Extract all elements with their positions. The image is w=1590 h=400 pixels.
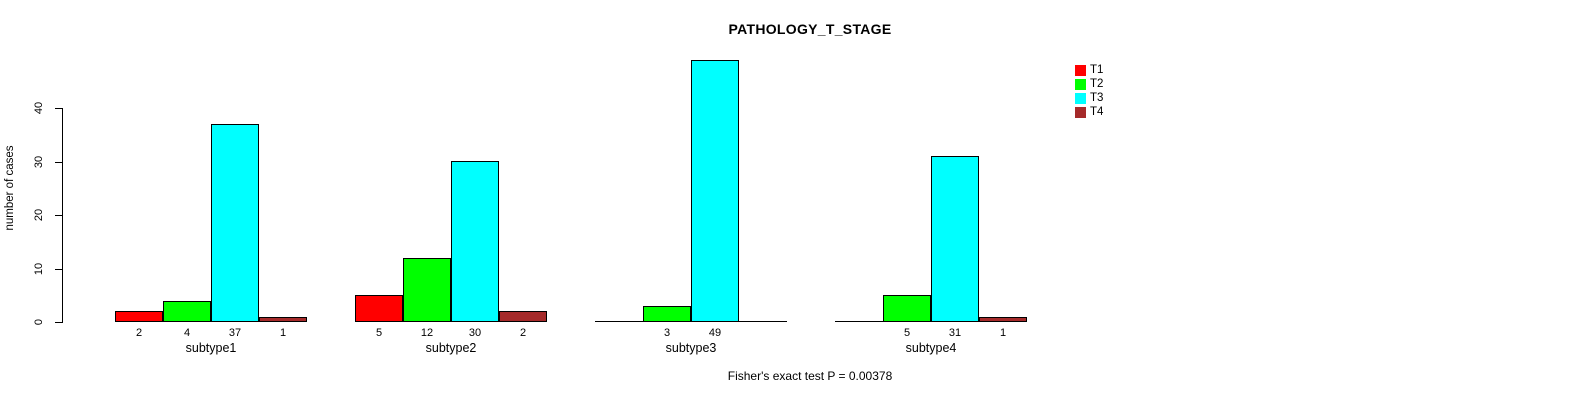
bar-value-label: 31 [948, 327, 962, 339]
x-axis-category-label: subtype4 [905, 341, 957, 355]
bar-subtype1-T3 [211, 124, 259, 322]
y-axis-tick-label: 10 [33, 262, 45, 275]
bar-subtype4-T3 [931, 156, 979, 322]
y-axis-tick-label: 30 [33, 155, 45, 168]
y-axis-tick-label: 0 [33, 318, 45, 326]
bar-value-label: 2 [135, 327, 143, 339]
zero-bar-subtype3-T1 [595, 321, 643, 322]
legend-label: T3 [1090, 92, 1104, 104]
bar-value-label: 5 [375, 327, 383, 339]
bar-subtype2-T1 [355, 295, 403, 322]
fisher-test-note: Fisher's exact test P = 0.00378 [727, 369, 893, 383]
y-axis-tick-label: 20 [33, 208, 45, 222]
bar-value-label: 37 [228, 327, 242, 339]
y-axis-tick [55, 108, 62, 109]
zero-bar-subtype3-T4 [739, 321, 787, 322]
x-axis-category-label: subtype1 [185, 341, 237, 355]
bar-value-label: 49 [708, 327, 722, 339]
y-axis-tick [55, 322, 62, 323]
x-axis-category-label: subtype2 [425, 341, 477, 355]
legend-swatch-T4 [1075, 107, 1086, 118]
legend-label: T4 [1090, 106, 1104, 118]
bar-subtype2-T2 [403, 258, 451, 322]
y-axis-tick [55, 215, 62, 216]
y-axis-line [62, 108, 63, 323]
legend-swatch-T2 [1075, 79, 1086, 90]
bar-value-label: 12 [420, 327, 434, 339]
y-axis-tick [55, 268, 62, 270]
bar-subtype2-T3 [451, 161, 499, 322]
bar-value-label: 30 [468, 327, 482, 339]
legend-swatch-T1 [1075, 65, 1086, 76]
bar-subtype1-T2 [163, 301, 211, 322]
bar-subtype1-T4 [259, 317, 307, 322]
y-axis-tick-label: 40 [33, 101, 45, 115]
bar-subtype3-T3 [691, 60, 739, 322]
bar-subtype4-T4 [979, 317, 1027, 322]
x-axis-category-label: subtype3 [665, 341, 717, 355]
legend-label: T2 [1090, 78, 1104, 90]
y-axis-tick [55, 161, 62, 163]
bar-subtype1-T1 [115, 311, 163, 322]
chart-title: PATHOLOGY_T_STAGE [728, 21, 892, 37]
y-axis-title: number of cases [4, 145, 16, 231]
bar-value-label: 1 [999, 327, 1007, 339]
bar-value-label: 5 [903, 327, 911, 339]
legend-swatch-T3 [1075, 93, 1086, 104]
legend-label: T1 [1090, 64, 1104, 76]
bar-subtype3-T2 [643, 306, 691, 322]
bar-value-label: 4 [183, 327, 191, 339]
bar-value-label: 3 [663, 327, 671, 339]
bar-subtype4-T2 [883, 295, 931, 322]
zero-bar-subtype4-T1 [835, 321, 883, 322]
bar-value-label: 1 [279, 327, 287, 339]
bar-subtype2-T4 [499, 311, 547, 322]
bar-value-label: 2 [519, 327, 527, 339]
